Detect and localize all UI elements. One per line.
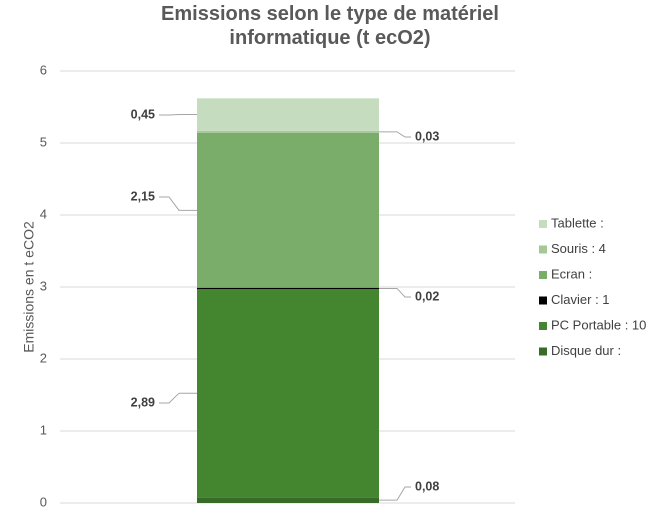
y-tick-label: 0 — [40, 494, 47, 509]
chart-title: Emissions selon le type de matériel info… — [161, 3, 499, 49]
data-label: 2,15 — [131, 189, 155, 203]
legend-marker — [539, 347, 547, 356]
data-label: 0,02 — [415, 289, 439, 303]
y-tick-label: 4 — [40, 206, 47, 221]
leader-line — [159, 392, 197, 404]
y-tick-label: 3 — [40, 278, 47, 293]
y-tick-label: 6 — [40, 62, 47, 77]
bar-segment — [197, 289, 379, 498]
bar-segment — [197, 130, 379, 133]
legend-label: Souris : 4 — [551, 241, 606, 256]
bar-segment — [197, 132, 379, 288]
data-label: 0,08 — [415, 479, 439, 493]
leader-line — [159, 196, 197, 211]
legend-marker — [539, 245, 547, 254]
data-label: 0,45 — [131, 107, 155, 121]
legend-label: Disque dur : — [551, 343, 621, 358]
legend-marker — [539, 322, 547, 330]
y-tick-label: 5 — [40, 134, 47, 149]
bar-segment — [197, 98, 379, 131]
data-label: 0,03 — [415, 129, 439, 143]
y-tick-label: 2 — [40, 350, 47, 365]
y-axis-label: Emissions en t eCO2 — [21, 221, 37, 353]
legend-marker — [539, 296, 547, 305]
leader-line — [379, 131, 411, 138]
leader-line — [379, 486, 411, 501]
data-label: 2,89 — [131, 395, 155, 409]
legend-label: Ecran : — [551, 266, 592, 281]
bar-segment — [197, 287, 379, 290]
y-tick-label: 1 — [40, 422, 47, 437]
legend-label: PC Portable : 10 — [551, 317, 646, 332]
legend-label: Tablette : — [551, 215, 604, 230]
bar-segment — [197, 497, 379, 503]
legend-marker — [539, 220, 547, 228]
legend-marker — [539, 271, 547, 279]
legend-label: Clavier : 1 — [551, 292, 610, 307]
leader-line — [379, 287, 411, 298]
